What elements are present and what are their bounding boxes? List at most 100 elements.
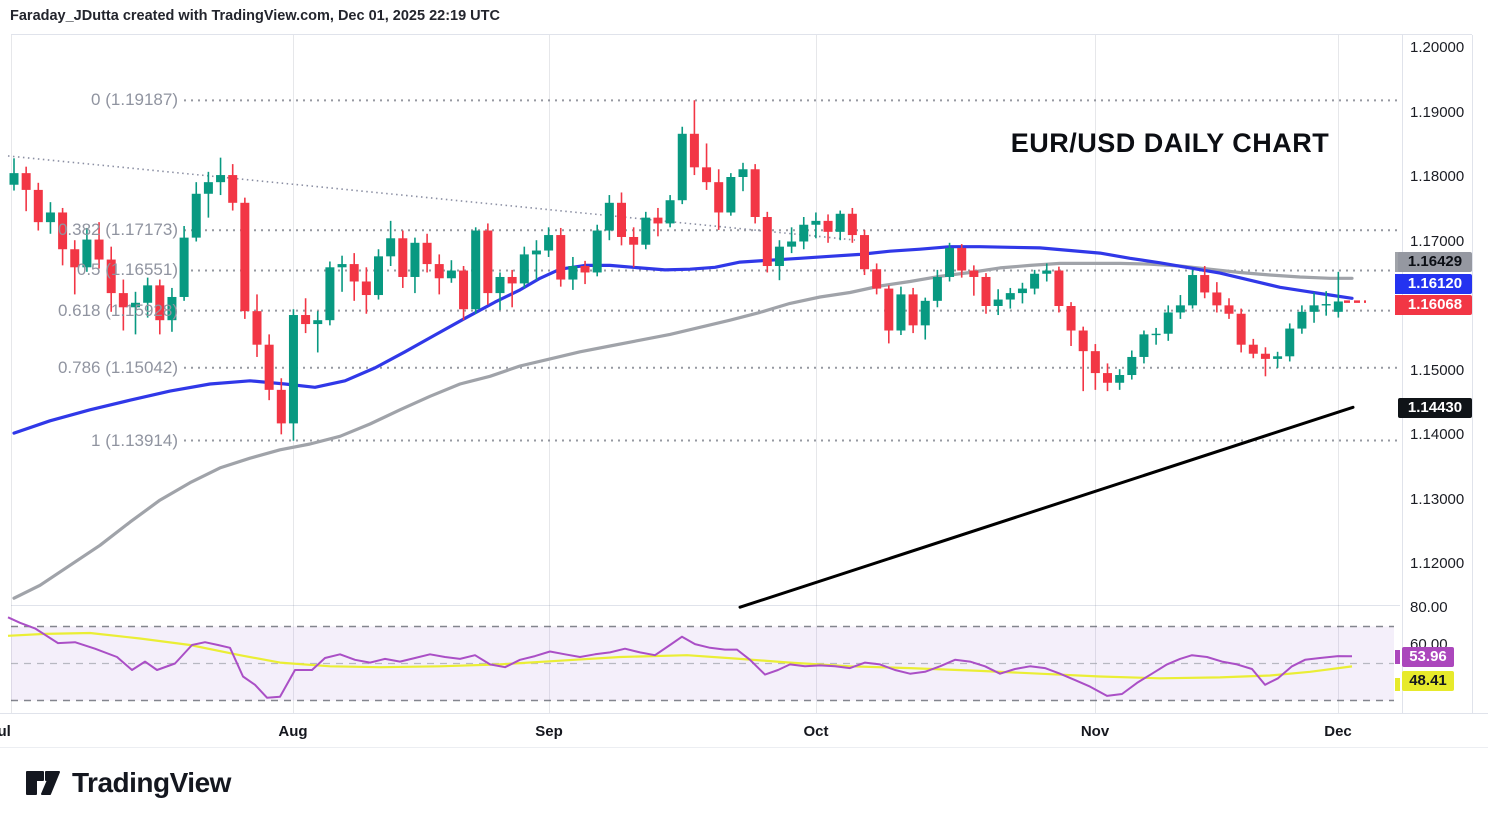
ma-blue-value-badge: 1.16120 xyxy=(1398,274,1472,294)
candle-body xyxy=(1115,375,1125,383)
candle-body xyxy=(1236,313,1246,345)
candle-body xyxy=(325,267,335,321)
candle-body xyxy=(1005,293,1015,300)
candle-body xyxy=(471,230,481,310)
candle-body xyxy=(1078,330,1088,352)
candle-body xyxy=(495,276,505,294)
candles-layer[interactable] xyxy=(9,100,1343,441)
time-axis-month-dec: Dec xyxy=(1324,723,1352,740)
candle-body xyxy=(94,239,104,260)
candle-body xyxy=(446,270,456,279)
candle-body xyxy=(592,230,602,273)
candle-body xyxy=(1017,288,1027,294)
price-axis-label: 1.19000 xyxy=(1410,103,1465,121)
candle-body xyxy=(1042,270,1052,274)
candle-body xyxy=(1103,373,1112,383)
time-axis-month-aug: Aug xyxy=(278,723,308,740)
candle-body xyxy=(459,270,469,310)
candle-body xyxy=(884,288,894,331)
candle-body xyxy=(45,212,55,223)
candle-body xyxy=(1333,301,1343,312)
candle-body xyxy=(556,235,566,280)
month-gridlines xyxy=(11,35,1339,713)
tradingview-logo-text: TradingView xyxy=(72,767,231,798)
descending-dotted-trendline[interactable] xyxy=(7,155,856,241)
candle-body xyxy=(301,315,311,325)
candle-body xyxy=(131,302,140,308)
candle-body xyxy=(750,169,760,217)
price-axis-label: 1.20000 xyxy=(1410,39,1465,56)
candle-body xyxy=(641,217,651,245)
ma-gray-value-badge: 1.16429 xyxy=(1398,252,1472,272)
ma-blue-line[interactable] xyxy=(12,245,1354,435)
rsi-pane[interactable] xyxy=(7,616,1394,702)
candle-body xyxy=(1163,312,1173,334)
candle-body xyxy=(179,237,189,297)
candle-body xyxy=(629,236,639,245)
candle-body xyxy=(872,269,882,289)
candle-body xyxy=(860,235,869,270)
candle-body xyxy=(313,320,323,325)
candle-body xyxy=(993,299,1003,306)
candle-body xyxy=(1030,273,1040,289)
candle-body xyxy=(799,224,809,242)
candle-body xyxy=(483,230,493,294)
fib-level-label: 0.5 (1.16551) xyxy=(76,260,178,280)
price-axis-label: 1.13000 xyxy=(1410,490,1465,508)
candle-body xyxy=(835,213,845,232)
candle-body xyxy=(191,193,201,238)
candle-body xyxy=(288,315,298,424)
candle-body xyxy=(276,389,286,424)
candle-body xyxy=(969,270,979,277)
candle-body xyxy=(240,202,250,312)
tradingview-logo[interactable]: TradingView xyxy=(24,764,231,802)
candle-body xyxy=(762,216,772,267)
candle-body xyxy=(568,266,578,280)
price-axis-label: 1.18000 xyxy=(1410,168,1465,185)
ma-gray-line[interactable] xyxy=(12,261,1354,600)
candle-body xyxy=(507,276,517,284)
candle-body xyxy=(1127,356,1137,376)
fib-level-label: 0.382 (1.17173) xyxy=(57,220,178,240)
rsi-ma-value-badge: 48.41 xyxy=(1402,671,1454,691)
attribution-text: Faraday_JDutta created with TradingView.… xyxy=(10,8,500,24)
candle-body xyxy=(1248,344,1258,354)
candle-body xyxy=(787,241,797,247)
candle-body xyxy=(932,276,942,301)
candle-body xyxy=(70,249,80,268)
candle-body xyxy=(228,175,238,203)
rsi-value-badge: 53.96 xyxy=(1402,647,1454,667)
rsi-line xyxy=(7,616,1353,699)
candle-body xyxy=(203,182,213,194)
candle-body xyxy=(823,220,833,232)
candle-body xyxy=(811,220,821,225)
candle-body xyxy=(349,264,359,282)
candle-body xyxy=(957,247,967,271)
candle-body xyxy=(726,177,736,213)
candle-body xyxy=(981,276,991,306)
candle-body xyxy=(155,285,165,321)
candle-body xyxy=(216,175,226,183)
candle-body xyxy=(1212,292,1222,306)
candle-body xyxy=(653,217,663,224)
candle-body xyxy=(1139,334,1149,357)
ascending-trendline[interactable] xyxy=(738,405,1355,609)
rsi-axis-label: 80.00 xyxy=(1410,599,1448,616)
candle-body xyxy=(1309,305,1319,312)
candle-body xyxy=(1151,333,1161,336)
candle-body xyxy=(580,266,590,273)
candle-body xyxy=(604,202,614,231)
time-axis-month-oct: Oct xyxy=(803,723,829,740)
candle-body xyxy=(264,344,274,390)
price-axis-label: 1.14000 xyxy=(1410,426,1465,443)
candle-body xyxy=(386,238,396,257)
candle-body xyxy=(1273,356,1283,359)
last-price-badge: 1.16068 xyxy=(1398,295,1472,315)
time-axis-month-sep: Sep xyxy=(535,723,563,740)
candle-body xyxy=(920,300,930,326)
candle-body xyxy=(9,173,19,185)
candle-body xyxy=(1054,270,1064,306)
candle-body xyxy=(434,264,444,279)
fib-level-label: 0.786 (1.15042) xyxy=(57,357,178,377)
